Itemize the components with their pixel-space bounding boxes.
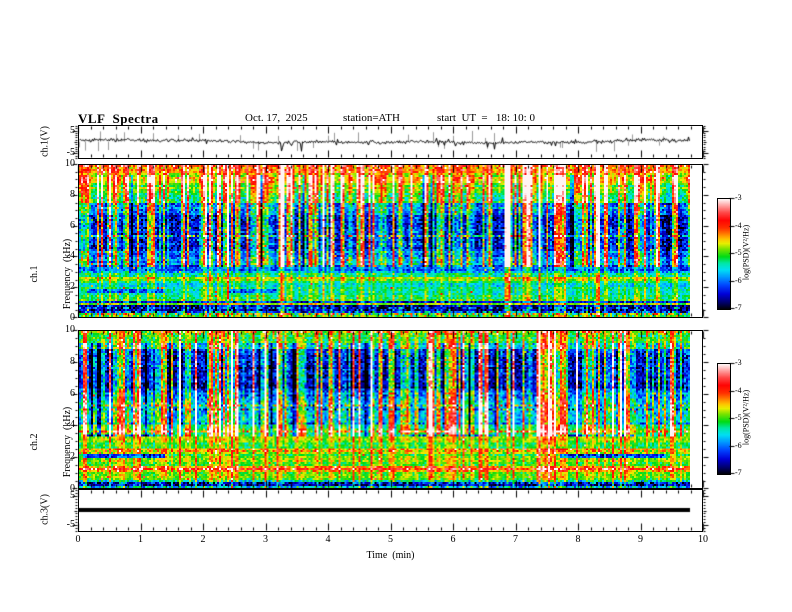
colorbar-2 <box>717 363 731 475</box>
freq-tick-label: 2 <box>70 281 75 292</box>
ch1-waveform-panel <box>78 125 703 159</box>
ch3-waveform-canvas <box>79 490 702 531</box>
ch3-waveform-panel <box>78 489 703 532</box>
x-tick-label: 8 <box>575 534 581 545</box>
volt-tick-label: -5 <box>66 147 75 158</box>
colorbar-tick-label: -3 <box>735 358 742 367</box>
freq-tick-label: 4 <box>70 250 75 261</box>
ch2-spectrogram-panel <box>78 330 703 489</box>
ch1-spectrogram-panel <box>78 164 703 318</box>
x-tick-label: 9 <box>638 534 643 545</box>
figure-title: VLF Spectra <box>78 111 159 126</box>
x-tick-label: 0 <box>75 534 81 545</box>
volt-tick-label: 5 <box>70 490 75 501</box>
volt-tick-label: 5 <box>70 125 75 136</box>
ch1-waveform-canvas <box>79 126 702 158</box>
x-tick-label: 5 <box>388 534 393 545</box>
freq-tick-label: 0 <box>70 312 75 323</box>
colorbar-tick-label: -6 <box>735 441 742 450</box>
freq-tick-label: 6 <box>70 220 75 231</box>
colorbar-tick-label: -3 <box>735 193 742 202</box>
colorbar-1-canvas <box>718 199 730 309</box>
colorbar-2-canvas <box>718 364 730 474</box>
x-tick-label: 10 <box>698 534 708 545</box>
freq-tick-label: 2 <box>70 451 75 462</box>
colorbar-tick-label: -4 <box>735 386 742 395</box>
volt-tick-label: -5 <box>66 519 75 530</box>
colorbar-1 <box>717 198 731 310</box>
x-tick-label: 7 <box>513 534 518 545</box>
freq-tick-label: 10 <box>65 324 75 335</box>
x-tick-label: 4 <box>325 534 331 545</box>
x-tick-label: 3 <box>263 534 268 545</box>
freq-tick-label: 4 <box>70 419 75 430</box>
ch1-spectrogram-canvas <box>79 165 702 317</box>
freq-tick-label: 8 <box>70 356 75 367</box>
freq-tick-label: 6 <box>70 388 75 399</box>
colorbar-tick-label: -4 <box>735 221 742 230</box>
ch2-spec-axis-label-line1: ch.2 <box>29 433 40 451</box>
figure-date: Oct. 17, 2025 <box>245 112 308 124</box>
colorbar-tick-label: -5 <box>735 248 742 257</box>
colorbar-tick-label: -5 <box>735 413 742 422</box>
freq-tick-label: 8 <box>70 189 75 200</box>
ch1-spec-axis-label-line1: ch.1 <box>29 265 40 283</box>
x-tick-label: 2 <box>200 534 206 545</box>
colorbar-tick-label: -6 <box>735 276 742 285</box>
time-axis-label: Time (min) <box>366 550 415 561</box>
x-tick-label: 1 <box>138 534 143 545</box>
ch2-spectrogram-canvas <box>79 331 702 488</box>
figure-start-ut: start UT = 18: 10: 0 <box>437 112 535 124</box>
freq-tick-label: 10 <box>65 158 75 169</box>
colorbar-tick-label: -7 <box>735 303 742 312</box>
colorbar-tick-label: -7 <box>735 468 742 477</box>
figure-station: station=ATH <box>343 112 400 124</box>
x-tick-label: 6 <box>450 534 456 545</box>
